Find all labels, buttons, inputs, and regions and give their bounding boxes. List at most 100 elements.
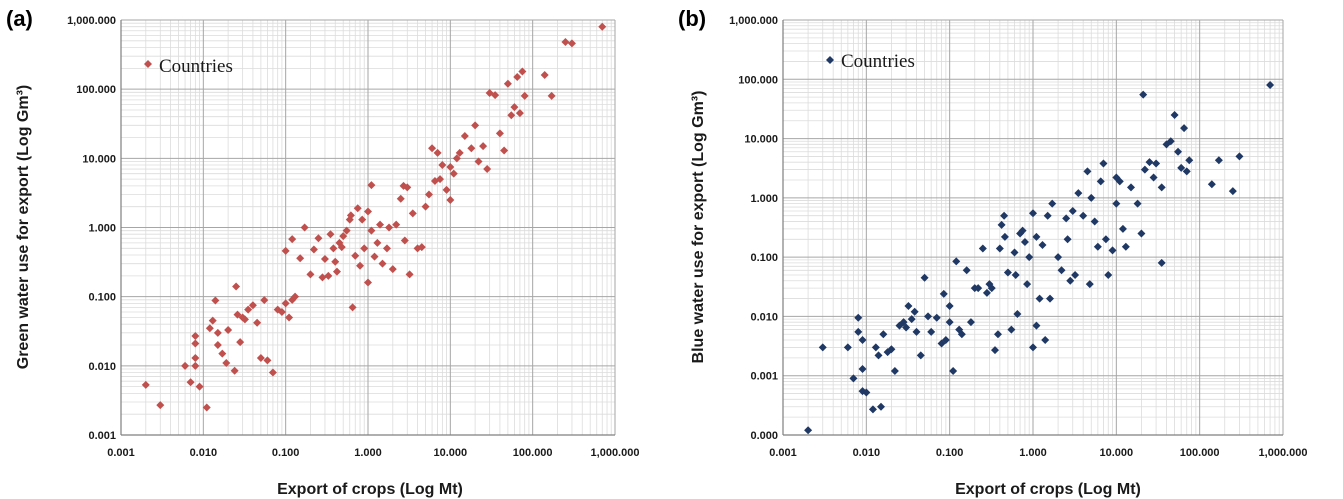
panel-b-points bbox=[804, 81, 1275, 435]
data-point bbox=[849, 374, 858, 383]
data-point bbox=[392, 220, 401, 229]
data-point bbox=[320, 255, 329, 264]
data-point bbox=[433, 148, 442, 157]
data-point bbox=[339, 232, 348, 241]
data-point bbox=[446, 195, 455, 204]
data-point bbox=[1093, 242, 1102, 251]
data-point bbox=[1038, 241, 1047, 250]
data-point bbox=[1011, 270, 1020, 279]
data-point bbox=[353, 204, 362, 213]
data-point bbox=[1068, 207, 1077, 216]
data-point bbox=[1104, 270, 1113, 279]
data-point bbox=[1139, 90, 1148, 99]
data-point bbox=[186, 378, 195, 387]
panel-b-y-axis-title: Blue water use for export (Log Gm³) bbox=[690, 91, 707, 364]
data-point bbox=[1121, 242, 1130, 251]
panel-b: (b) 0.001 0.010 0.100 1.000 10.000 100.000 1,0… bbox=[678, 6, 1307, 498]
panel-b-tick-labels: 0.001 0.010 0.100 1.000 10.000 100.000 1,000.0… bbox=[729, 15, 1307, 459]
data-point bbox=[236, 338, 245, 347]
x-tick-label: 100.000 bbox=[513, 447, 553, 459]
data-point bbox=[385, 223, 394, 232]
data-point bbox=[388, 265, 397, 274]
data-point bbox=[1013, 309, 1022, 318]
data-point bbox=[360, 244, 369, 253]
data-point bbox=[1003, 268, 1012, 277]
data-point bbox=[540, 71, 549, 80]
data-point bbox=[1000, 211, 1009, 220]
x-tick-label: 0.100 bbox=[272, 447, 300, 459]
data-point bbox=[1020, 238, 1029, 247]
data-point bbox=[1157, 258, 1166, 267]
data-point bbox=[912, 327, 921, 336]
data-point bbox=[205, 324, 214, 333]
data-point bbox=[1266, 81, 1275, 90]
data-point bbox=[370, 252, 379, 261]
data-point bbox=[991, 346, 1000, 355]
data-point bbox=[941, 336, 950, 345]
data-point bbox=[1054, 253, 1063, 262]
y-tick-label: 0.010 bbox=[88, 361, 116, 373]
data-point bbox=[1025, 253, 1034, 262]
data-point bbox=[871, 343, 880, 352]
data-point bbox=[945, 318, 954, 327]
data-point bbox=[907, 315, 916, 324]
data-point bbox=[364, 207, 372, 216]
data-point bbox=[854, 327, 863, 336]
panel-b-grid bbox=[782, 19, 1284, 436]
y-tick-label: 0.010 bbox=[750, 311, 778, 323]
data-point bbox=[804, 426, 813, 435]
y-tick-label: 0.100 bbox=[750, 252, 778, 264]
data-point bbox=[1074, 189, 1083, 198]
data-point bbox=[858, 364, 867, 373]
data-point bbox=[479, 142, 488, 151]
data-point bbox=[1032, 321, 1041, 330]
data-point bbox=[314, 234, 323, 243]
data-point bbox=[1214, 156, 1223, 165]
data-point bbox=[945, 301, 954, 310]
data-point bbox=[346, 211, 355, 220]
data-point bbox=[224, 325, 233, 334]
data-point bbox=[924, 312, 933, 321]
data-point bbox=[382, 244, 391, 253]
data-point bbox=[1152, 159, 1161, 168]
data-point bbox=[518, 67, 527, 76]
data-point bbox=[561, 38, 570, 47]
data-point bbox=[868, 405, 877, 414]
data-point bbox=[949, 367, 958, 376]
data-point bbox=[277, 308, 286, 317]
data-point bbox=[417, 243, 426, 252]
data-point bbox=[997, 220, 1006, 229]
data-point bbox=[376, 220, 385, 229]
data-point bbox=[342, 226, 351, 235]
data-point bbox=[952, 257, 961, 266]
y-tick-label: 0.000 bbox=[750, 430, 778, 442]
data-point bbox=[208, 316, 217, 325]
panel-a-x-axis-title: Export of crops (Log Mt) bbox=[277, 481, 463, 498]
y-tick-label: 100.000 bbox=[76, 84, 116, 96]
y-tick-label: 0.100 bbox=[88, 292, 116, 304]
x-tick-label: 0.010 bbox=[190, 447, 218, 459]
panel-a-legend: Countries bbox=[144, 56, 233, 77]
data-point bbox=[329, 244, 338, 253]
data-point bbox=[879, 330, 888, 339]
data-point bbox=[887, 345, 896, 354]
data-point bbox=[1235, 152, 1244, 161]
data-point bbox=[1029, 343, 1037, 352]
data-point bbox=[966, 318, 975, 327]
data-point bbox=[1182, 167, 1191, 176]
data-point bbox=[1115, 177, 1124, 186]
data-point bbox=[874, 351, 883, 360]
data-point bbox=[1007, 325, 1016, 334]
data-point bbox=[1101, 235, 1110, 244]
panel-a: (a) 0.001 0.010 0.100 1.000 10.000 100.000 1,0… bbox=[6, 6, 639, 498]
data-point bbox=[1228, 187, 1237, 196]
data-point bbox=[191, 361, 200, 370]
y-tick-label: 100.000 bbox=[738, 74, 778, 86]
data-point bbox=[1090, 217, 1099, 226]
data-point bbox=[281, 246, 290, 255]
panel-b-legend-marker bbox=[826, 56, 834, 64]
data-point bbox=[202, 403, 211, 412]
data-point bbox=[211, 296, 220, 305]
data-point bbox=[291, 292, 300, 301]
data-point bbox=[1145, 158, 1154, 167]
